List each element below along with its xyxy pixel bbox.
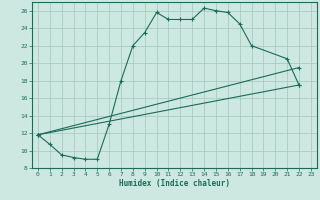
X-axis label: Humidex (Indice chaleur): Humidex (Indice chaleur) [119,179,230,188]
